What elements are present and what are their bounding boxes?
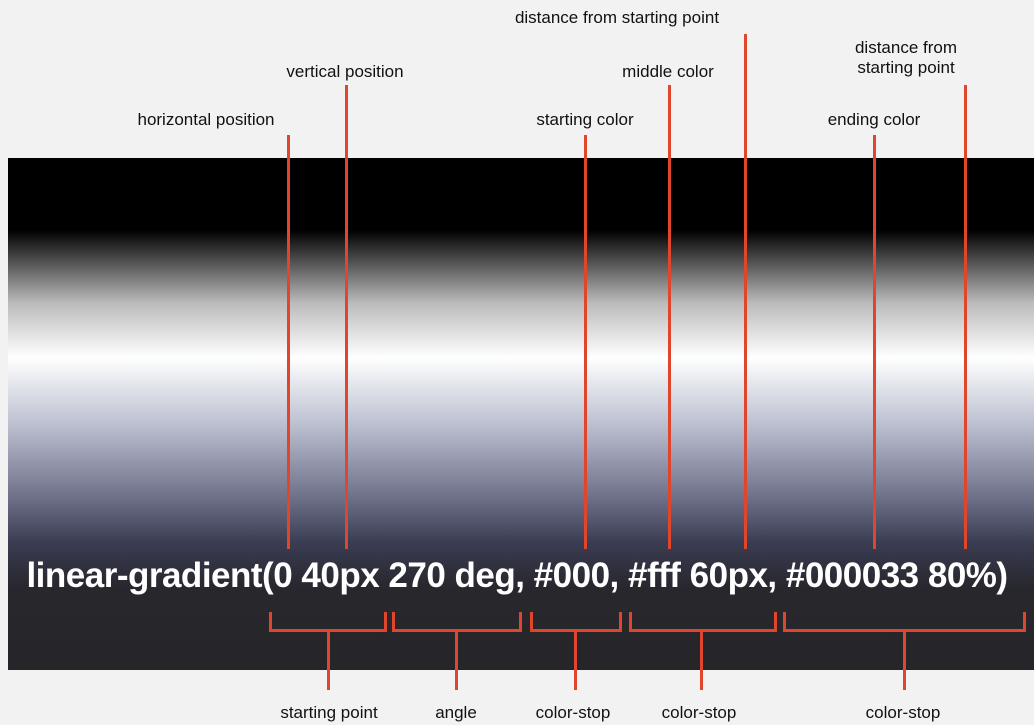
stem-angle <box>455 632 458 690</box>
label-middle-color: middle color <box>622 62 714 81</box>
label-distance-from-starting-point-1: distance from starting point <box>514 8 720 27</box>
label-color-stop-2: color-stop <box>661 703 737 722</box>
label-starting-color: starting color <box>536 110 634 129</box>
label-starting-point: starting point <box>280 703 378 722</box>
bracket-color-stop-1 <box>530 612 622 632</box>
gradient-preview <box>8 158 1034 670</box>
leader-distance-from-starting-point-1 <box>744 34 747 549</box>
label-vertical-position: vertical position <box>286 62 404 81</box>
bracket-color-stop-3 <box>783 612 1026 632</box>
bracket-color-stop-2 <box>629 612 777 632</box>
stem-color-stop-3 <box>903 632 906 690</box>
label-color-stop-3: color-stop <box>865 703 941 722</box>
leader-horizontal-position <box>287 135 290 549</box>
label-horizontal-position: horizontal position <box>137 110 275 129</box>
label-angle: angle <box>435 703 477 722</box>
label-color-stop-1: color-stop <box>535 703 611 722</box>
label-distance-from-starting-point-2: distance from starting point <box>854 38 958 77</box>
leader-vertical-position <box>345 85 348 549</box>
stem-color-stop-2 <box>700 632 703 690</box>
label-ending-color: ending color <box>827 110 921 129</box>
leader-distance-from-starting-point-2 <box>964 85 967 549</box>
bracket-starting-point <box>269 612 387 632</box>
bracket-angle <box>392 612 522 632</box>
stem-color-stop-1 <box>574 632 577 690</box>
leader-ending-color <box>873 135 876 549</box>
leader-middle-color <box>668 85 671 549</box>
stem-starting-point <box>327 632 330 690</box>
leader-starting-color <box>584 135 587 549</box>
gradient-code: linear-gradient(0 40px 270 deg, #000, #f… <box>26 556 1008 595</box>
